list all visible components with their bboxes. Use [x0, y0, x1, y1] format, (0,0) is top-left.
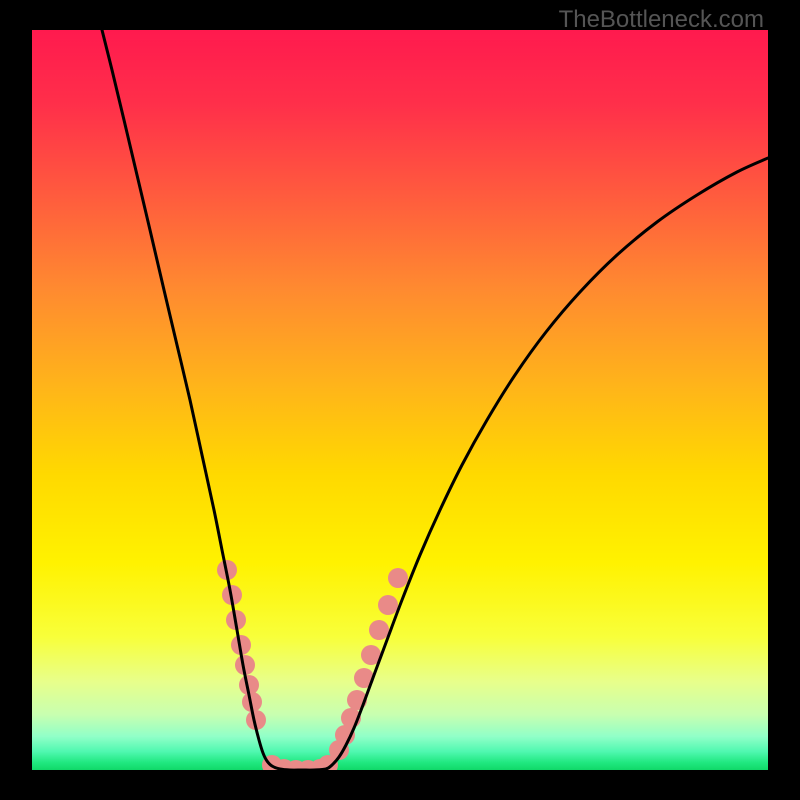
data-dot: [378, 595, 398, 615]
watermark-text: TheBottleneck.com: [559, 6, 764, 34]
data-dot: [388, 568, 408, 588]
dots-left-cluster: [217, 560, 266, 730]
dots-right-cluster: [329, 568, 408, 760]
chart-svg: [32, 30, 768, 770]
data-dot: [369, 620, 389, 640]
bottleneck-curve: [102, 30, 768, 770]
plot-area: [32, 30, 768, 770]
